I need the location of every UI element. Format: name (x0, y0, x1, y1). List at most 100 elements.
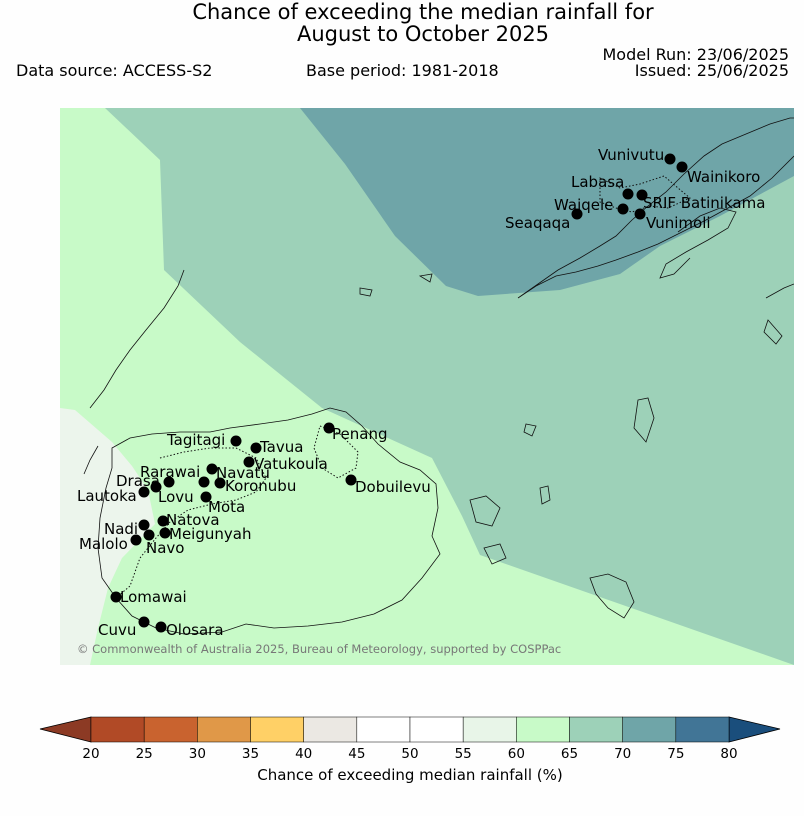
place-label-rarawai: Rarawai (140, 463, 200, 481)
colorbar-tick-label: 20 (82, 746, 99, 762)
place-label-lautoka: Lautoka (77, 487, 137, 505)
town-marker-srif-batinikama (636, 189, 648, 201)
data-source-label: Data source: ACCESS-S2 (16, 61, 213, 80)
place-label-lomawai: Lomawai (120, 588, 187, 606)
place-label-vatukoula: Vatukoula (254, 455, 328, 473)
issued-label: Issued: 25/06/2025 (634, 61, 789, 80)
map-title-line-1: Chance of exceeding the median rainfall … (192, 0, 654, 24)
colorbar-tick-label: 70 (614, 746, 631, 762)
place-label-labasa: Labasa (571, 173, 624, 191)
town-labels: Vunivutu Wainikoro Labasa SRIF Batinikam… (77, 146, 765, 639)
colorbar-tick-label: 65 (561, 746, 578, 762)
town-marker-lomawai (110, 591, 122, 603)
colorbar-label: Chance of exceeding median rainfall (%) (257, 766, 563, 784)
town-marker-olosara (155, 621, 167, 633)
colorbar-cell (409, 716, 464, 743)
colorbar-tick-label: 55 (455, 746, 472, 762)
place-label-drasa: Drasa (116, 472, 160, 490)
town-marker-vunimoli (634, 208, 646, 220)
town-marker-waiqele (617, 203, 629, 215)
model-run-label: Model Run: 23/06/2025 (602, 45, 790, 64)
map-title-line-2: August to October 2025 (296, 22, 550, 46)
colorbar-tick-label: 45 (348, 746, 365, 762)
colorbar-cell (250, 716, 304, 743)
colorbar-cell (303, 716, 358, 743)
place-label-penang: Penang (332, 425, 387, 443)
town-marker-koronubu (214, 477, 226, 489)
place-label-vunimoli: Vunimoli (646, 214, 711, 232)
colorbar-cell (675, 716, 730, 743)
town-marker-tavua (250, 442, 262, 454)
colorbar: 20 25 30 35 40 45 50 55 60 65 70 75 80 (39, 716, 781, 762)
town-marker-seaqaqa (571, 208, 583, 220)
place-label-meigunyah: Meigunyah (169, 525, 251, 543)
place-label-waiqele: Waiqele (554, 196, 613, 214)
colorbar-cell (569, 716, 623, 743)
colorbar-extend-high (728, 716, 781, 743)
colorbar-tick-label: 40 (295, 746, 312, 762)
base-period-label: Base period: 1981-2018 (306, 61, 499, 80)
place-label-dobuilevu: Dobuilevu (355, 478, 431, 496)
town-marker-navatu (198, 476, 210, 488)
taveuni-coast (659, 207, 737, 279)
town-marker-vatukoula (243, 456, 255, 468)
colorbar-cell (143, 716, 198, 743)
rainfall-map: Vunivutu Wainikoro Labasa SRIF Batinikam… (60, 108, 794, 665)
town-marker-lautoka-2 (138, 486, 150, 498)
yasawa-coast (83, 269, 185, 475)
vanua-levu-coast (517, 117, 794, 299)
town-marker-cuvu (138, 616, 150, 628)
place-label-malolo: Malolo (79, 535, 128, 553)
place-label-nadi: Nadi (104, 520, 138, 538)
town-marker-meigunyah (159, 527, 171, 539)
colorbar-cell (356, 716, 411, 743)
town-marker-labasa (622, 188, 634, 200)
town-marker-rarawai (206, 463, 218, 475)
town-marker-wainikoro (676, 161, 688, 173)
town-marker-natova (157, 515, 169, 527)
small-isles (359, 273, 551, 505)
place-label-navatu: Navatu (216, 464, 270, 482)
colorbar-tick-label: 35 (242, 746, 259, 762)
town-markers (110, 153, 688, 633)
town-marker-tagitagi (230, 435, 242, 447)
town-marker-lautoka (150, 481, 162, 493)
place-label-vunivutu: Vunivutu (598, 146, 664, 164)
colorbar-ticks: 20 25 30 35 40 45 50 55 60 65 70 75 80 (82, 746, 737, 762)
colorbar-cell (462, 716, 517, 743)
lomaiviti-coast (469, 397, 655, 565)
colorbar-cells (90, 716, 730, 743)
place-label-koronubu: Koronubu (225, 477, 296, 495)
town-marker-dobuilevu (345, 474, 357, 486)
town-marker-penang (323, 422, 335, 434)
kadavu-coast (589, 573, 635, 619)
place-label-seaqaqa: Seaqaqa (505, 214, 570, 232)
town-marker-vunivutu (664, 153, 676, 165)
place-label-lovu: Lovu (158, 488, 194, 506)
town-marker-drasa (163, 476, 175, 488)
place-label-wainikoro: Wainikoro (687, 168, 760, 186)
place-label-natova: Natova (166, 511, 220, 529)
colorbar-tick-label: 80 (720, 746, 737, 762)
colorbar-tick-label: 30 (189, 746, 206, 762)
place-label-srif-batinikama: SRIF Batinikama (643, 194, 765, 212)
colorbar-extend-low (39, 716, 92, 743)
place-label-olosara: Olosara (166, 621, 224, 639)
colorbar-cell (622, 716, 677, 743)
town-marker-navo (143, 529, 155, 541)
colorbar-tick-label: 50 (401, 746, 418, 762)
band-55-60 (60, 408, 155, 665)
colorbar-tick-label: 25 (136, 746, 153, 762)
place-label-cuvu: Cuvu (98, 621, 136, 639)
town-marker-malolo (130, 534, 142, 546)
copyright-notice: © Commonwealth of Australia 2025, Bureau… (77, 642, 561, 656)
district-boundaries (115, 175, 691, 599)
place-label-tavua: Tavua (259, 438, 303, 456)
colorbar-tick-label: 60 (508, 746, 525, 762)
lau-islands-coast (763, 283, 794, 345)
colorbar-cell (516, 716, 570, 743)
colorbar-cell (197, 716, 251, 743)
place-label-tagitagi: Tagitagi (166, 431, 225, 449)
place-label-navo: Navo (146, 539, 184, 557)
colorbar-cell (90, 716, 145, 743)
